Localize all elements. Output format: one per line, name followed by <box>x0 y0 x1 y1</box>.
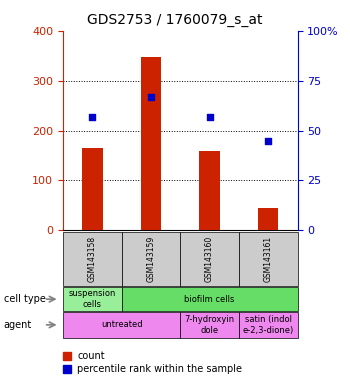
Text: GSM143160: GSM143160 <box>205 236 214 282</box>
Text: percentile rank within the sample: percentile rank within the sample <box>77 364 242 374</box>
Text: GSM143158: GSM143158 <box>88 236 97 282</box>
Text: GSM143161: GSM143161 <box>264 236 273 282</box>
Bar <box>82 148 103 230</box>
Text: untreated: untreated <box>101 320 142 329</box>
Point <box>90 114 95 120</box>
Bar <box>199 151 220 230</box>
Point <box>207 114 212 120</box>
Text: GDS2753 / 1760079_s_at: GDS2753 / 1760079_s_at <box>87 13 263 27</box>
Text: 7-hydroxyin
dole: 7-hydroxyin dole <box>184 315 235 334</box>
Bar <box>141 57 161 230</box>
Text: count: count <box>77 351 105 361</box>
Text: agent: agent <box>4 320 32 330</box>
Text: cell type: cell type <box>4 294 46 304</box>
Point <box>265 137 271 144</box>
Text: satin (indol
e-2,3-dione): satin (indol e-2,3-dione) <box>243 315 294 334</box>
Text: GSM143159: GSM143159 <box>146 236 155 282</box>
Text: biofilm cells: biofilm cells <box>184 295 235 304</box>
Bar <box>258 208 279 230</box>
Point <box>148 94 154 100</box>
Text: suspension
cells: suspension cells <box>69 290 116 309</box>
